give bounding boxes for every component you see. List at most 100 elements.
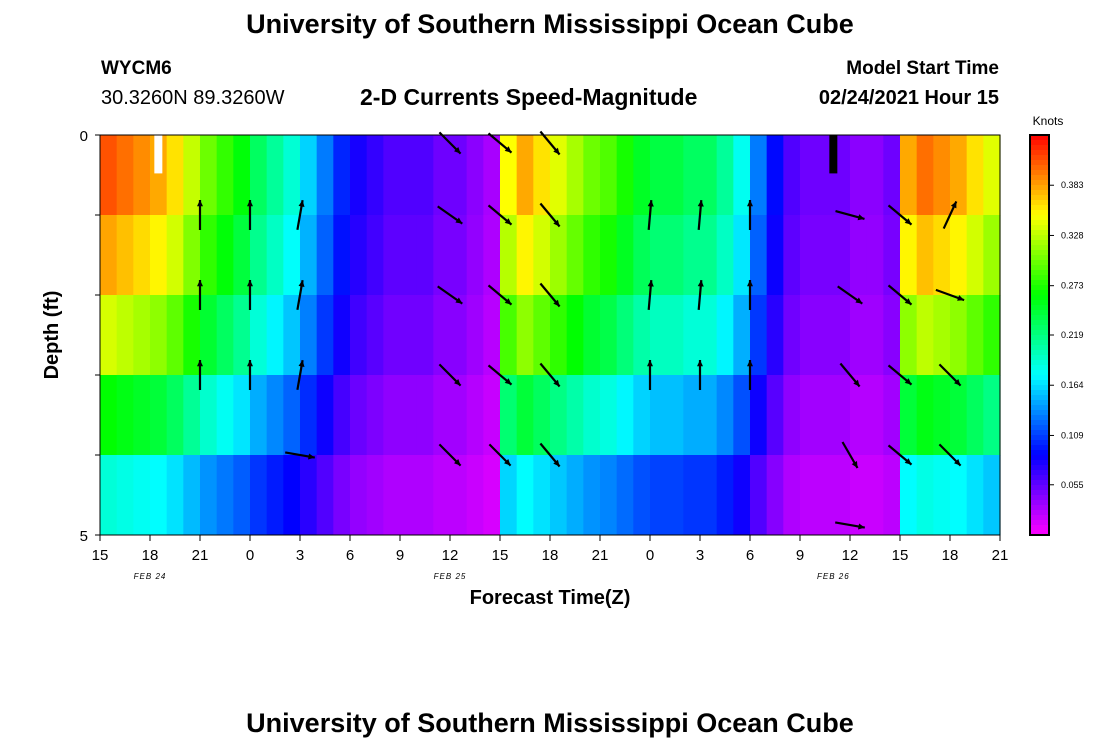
heatmap-cell <box>133 375 151 456</box>
heatmap-cell <box>616 455 634 536</box>
heatmap-cell <box>383 135 401 216</box>
arrow-head <box>553 459 560 467</box>
heatmap-cell <box>666 455 684 536</box>
colorbar-segment <box>1030 450 1049 456</box>
heatmap-cell <box>666 135 684 216</box>
colorbar-segment <box>1030 415 1049 421</box>
heatmap-cell <box>616 215 634 296</box>
heatmap-cell <box>116 295 134 376</box>
heatmap-cell <box>216 135 234 216</box>
heatmap-cell <box>700 295 718 376</box>
colorbar-segment <box>1030 520 1049 526</box>
heatmap-cell <box>316 375 334 456</box>
heatmap-cell <box>300 295 318 376</box>
colorbar-segment <box>1030 155 1049 161</box>
heatmap-cell <box>950 455 968 536</box>
heatmap-cell <box>850 295 868 376</box>
heatmap-cell <box>550 455 568 536</box>
heatmap-cell <box>683 375 701 456</box>
heatmap-cell <box>583 295 601 376</box>
heatmap-cell <box>383 215 401 296</box>
x-tick-label: 3 <box>696 547 704 564</box>
heatmap-cell <box>533 135 551 216</box>
heatmap-cell <box>983 215 1001 296</box>
heatmap-cell <box>783 375 801 456</box>
current-arrow <box>935 288 965 302</box>
heatmap-cell <box>250 375 268 456</box>
current-arrow <box>747 280 753 310</box>
x-tick-label: 0 <box>246 547 254 564</box>
heatmap-cell <box>400 375 418 456</box>
current-arrow <box>197 200 203 230</box>
current-arrow <box>887 204 913 226</box>
heatmap-cell <box>200 215 218 296</box>
heatmap-cell <box>900 135 918 216</box>
heatmap-cell <box>333 295 351 376</box>
colorbar-segment <box>1030 370 1049 376</box>
x-tick-label: 12 <box>442 547 459 564</box>
colorbar-segment <box>1030 195 1049 201</box>
heatmap-cell <box>500 375 518 456</box>
colorbar-segment <box>1030 180 1049 186</box>
colorbar-segment <box>1030 185 1049 191</box>
heatmap-cell <box>500 295 518 376</box>
heatmap-cell <box>416 215 434 296</box>
heatmap-cell <box>416 295 434 376</box>
heatmap-cell <box>333 135 351 216</box>
colorbar-tick-label: 0.109 <box>1061 430 1084 440</box>
heatmap-cell <box>166 375 184 456</box>
current-arrow <box>839 362 861 388</box>
colorbar-segment <box>1030 365 1049 371</box>
heatmap-cell <box>650 455 668 536</box>
currents-heatmap-chart: 15 18 21 0 3 6 9 12 15 18 21 0 3 6 9 12 15 18 21 FEB 24 FEB … <box>41 114 1084 609</box>
heatmap-cell <box>650 215 668 296</box>
heatmap-cell <box>850 135 868 216</box>
heatmap-cell <box>766 215 784 296</box>
current-arrow <box>942 200 958 230</box>
x-tick-label: 15 <box>492 547 509 564</box>
heatmap-cell <box>833 215 851 296</box>
heatmap-cell <box>916 135 934 216</box>
heatmap-cell <box>766 375 784 456</box>
x-tick-label: 18 <box>942 547 959 564</box>
colorbar-segment <box>1030 435 1049 441</box>
current-arrow <box>841 441 859 469</box>
heatmap-cell <box>416 455 434 536</box>
colorbar-segment <box>1030 440 1049 446</box>
current-arrow <box>647 200 654 230</box>
heatmap-cell <box>800 375 818 456</box>
arrow-head <box>857 214 865 221</box>
current-arrow <box>697 280 704 310</box>
heatmap-cell <box>516 295 534 376</box>
colorbar-segment <box>1030 260 1049 266</box>
colorbar-segment <box>1030 135 1049 141</box>
colorbar-segment <box>1030 205 1049 211</box>
heatmap-cell <box>966 455 984 536</box>
colorbar-segment <box>1030 325 1049 331</box>
heatmap-cell <box>333 455 351 536</box>
colorbar-segment <box>1030 375 1049 381</box>
colorbar-segment <box>1030 290 1049 296</box>
heatmap-cell <box>400 135 418 216</box>
arrow-head <box>298 360 305 367</box>
station-coords: 30.3260N 89.3260W <box>101 87 285 109</box>
heatmap-cell <box>516 375 534 456</box>
heatmap-cell <box>733 295 751 376</box>
x-tick-label: 21 <box>592 547 609 564</box>
x-axis-label: Forecast Time(Z) <box>470 587 631 609</box>
heatmap-cell <box>683 215 701 296</box>
arrow-head <box>950 201 957 209</box>
current-arrow <box>697 360 703 390</box>
arrow-head <box>504 298 512 305</box>
heatmap-cell <box>533 455 551 536</box>
heatmap-cell <box>550 135 568 216</box>
colorbar-segment <box>1030 335 1049 341</box>
x-tick-label: 18 <box>542 547 559 564</box>
arrow-head <box>904 378 912 385</box>
heatmap-cell <box>616 135 634 216</box>
heatmap-cell <box>183 375 201 456</box>
heatmap-cell <box>933 215 951 296</box>
heatmap-cell <box>916 215 934 296</box>
colorbar-segment <box>1030 275 1049 281</box>
colorbar-segment <box>1030 235 1049 241</box>
